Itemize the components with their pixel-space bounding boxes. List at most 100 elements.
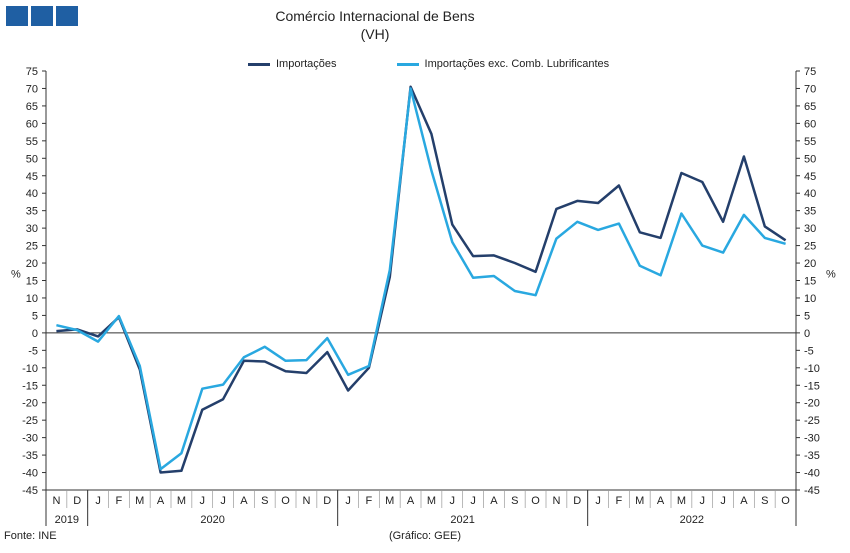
x-tick-label: N xyxy=(552,495,560,507)
y-tick-label-left: 60 xyxy=(26,118,38,130)
y-tick-label-left: 35 xyxy=(26,206,38,218)
x-tick-label: D xyxy=(573,495,581,507)
y-tick-label-right: 50 xyxy=(804,153,816,165)
logo-square xyxy=(31,6,53,26)
x-tick-label: M xyxy=(635,495,644,507)
y-tick-label-left: 50 xyxy=(26,153,38,165)
y-tick-label-left: -35 xyxy=(22,450,38,462)
y-axis-label-left: % xyxy=(11,269,21,281)
x-tick-label: M xyxy=(385,495,394,507)
y-tick-label-left: 10 xyxy=(26,293,38,305)
y-tick-label-right: 55 xyxy=(804,136,816,148)
y-tick-label-right: 30 xyxy=(804,223,816,235)
y-tick-label-right: -10 xyxy=(804,363,820,375)
y-tick-label-right: 35 xyxy=(804,206,816,218)
x-tick-label: J xyxy=(470,495,476,507)
y-tick-label-left: 15 xyxy=(26,276,38,288)
x-tick-label: O xyxy=(531,495,540,507)
y-tick-label-right: -40 xyxy=(804,468,820,480)
x-tick-label: O xyxy=(281,495,290,507)
x-tick-label: M xyxy=(427,495,436,507)
x-tick-label: M xyxy=(177,495,186,507)
x-tick-label: F xyxy=(116,495,123,507)
x-tick-label: J xyxy=(720,495,726,507)
x-tick-label: M xyxy=(677,495,686,507)
y-tick-label-right: 0 xyxy=(804,328,810,340)
y-axis-label-right: % xyxy=(826,269,836,281)
y-tick-label-left: -15 xyxy=(22,380,38,392)
x-tick-label: J xyxy=(700,495,706,507)
y-tick-label-right: 45 xyxy=(804,171,816,183)
y-tick-label-right: 60 xyxy=(804,118,816,130)
x-tick-label: J xyxy=(95,495,101,507)
y-tick-label-right: -30 xyxy=(804,433,820,445)
year-label: 2019 xyxy=(55,514,79,526)
chart-title: Comércio Internacional de Bens xyxy=(275,8,475,24)
legend-item-importacoes: Importações xyxy=(248,58,337,70)
x-tick-label: J xyxy=(450,495,456,507)
x-tick-label: S xyxy=(261,495,268,507)
y-tick-label-right: 5 xyxy=(804,310,810,322)
logo-square xyxy=(56,6,78,26)
y-tick-label-left: -10 xyxy=(22,363,38,375)
x-tick-label: A xyxy=(407,495,415,507)
legend: Importações Importações exc. Comb. Lubri… xyxy=(248,58,609,70)
legend-swatch-importacoes xyxy=(248,62,270,66)
y-tick-label-right: 70 xyxy=(804,83,816,95)
y-tick-label-left: 45 xyxy=(26,171,38,183)
y-tick-label-right: 10 xyxy=(804,293,816,305)
x-tick-label: S xyxy=(511,495,518,507)
y-tick-label-right: -5 xyxy=(804,345,814,357)
chart-subtitle: (VH) xyxy=(360,26,390,42)
x-tick-label: O xyxy=(781,495,790,507)
y-tick-label-left: -45 xyxy=(22,485,38,497)
y-tick-label-left: 20 xyxy=(26,258,38,270)
y-tick-label-left: 40 xyxy=(26,188,38,200)
y-tick-label-right: 20 xyxy=(804,258,816,270)
y-tick-label-left: 65 xyxy=(26,101,38,113)
y-tick-label-right: -25 xyxy=(804,415,820,427)
x-tick-label: D xyxy=(73,495,81,507)
year-label: 2022 xyxy=(680,514,704,526)
y-tick-label-left: 75 xyxy=(26,66,38,78)
credit-note: (Gráfico: GEE) xyxy=(388,530,462,542)
year-label: 2020 xyxy=(200,514,224,526)
x-tick-label: J xyxy=(200,495,206,507)
series-line-importacoes xyxy=(56,85,787,474)
y-tick-label-right: 40 xyxy=(804,188,816,200)
legend-item-importacoes-exc: Importações exc. Comb. Lubrificantes xyxy=(396,58,610,70)
x-tick-label: D xyxy=(323,495,331,507)
y-tick-label-right: 65 xyxy=(804,101,816,113)
x-tick-label: J xyxy=(595,495,601,507)
y-tick-label-left: 0 xyxy=(32,328,38,340)
x-tick-label: N xyxy=(52,495,60,507)
y-tick-label-right: 15 xyxy=(804,276,816,288)
series-line-importacoes-exc xyxy=(56,87,786,471)
source-note: Fonte: INE xyxy=(4,530,57,542)
y-tick-label-right: 25 xyxy=(804,241,816,253)
x-tick-label: M xyxy=(135,495,144,507)
x-tick-label: A xyxy=(490,495,498,507)
year-label: 2021 xyxy=(450,514,474,526)
logo-square xyxy=(6,6,28,26)
x-tick-label: A xyxy=(657,495,665,507)
y-tick-label-right: -35 xyxy=(804,450,820,462)
x-tick-label: S xyxy=(761,495,768,507)
x-tick-label: N xyxy=(302,495,310,507)
y-tick-label-right: -20 xyxy=(804,398,820,410)
x-tick-label: A xyxy=(740,495,748,507)
y-tick-label-left: 25 xyxy=(26,241,38,253)
x-tick-label: A xyxy=(157,495,165,507)
y-tick-label-right: -45 xyxy=(804,485,820,497)
legend-label-importacoes: Importações xyxy=(276,58,337,70)
y-tick-label-left: -5 xyxy=(28,345,38,357)
x-tick-label: A xyxy=(240,495,248,507)
y-tick-label-left: -25 xyxy=(22,415,38,427)
x-tick-label: J xyxy=(345,495,351,507)
legend-swatch-importacoes-exc xyxy=(396,62,419,66)
x-tick-label: F xyxy=(366,495,373,507)
y-tick-label-left: -20 xyxy=(22,398,38,410)
y-tick-label-left: 70 xyxy=(26,83,38,95)
legend-label-importacoes-exc: Importações exc. Comb. Lubrificantes xyxy=(424,58,610,70)
x-tick-label: F xyxy=(616,495,623,507)
